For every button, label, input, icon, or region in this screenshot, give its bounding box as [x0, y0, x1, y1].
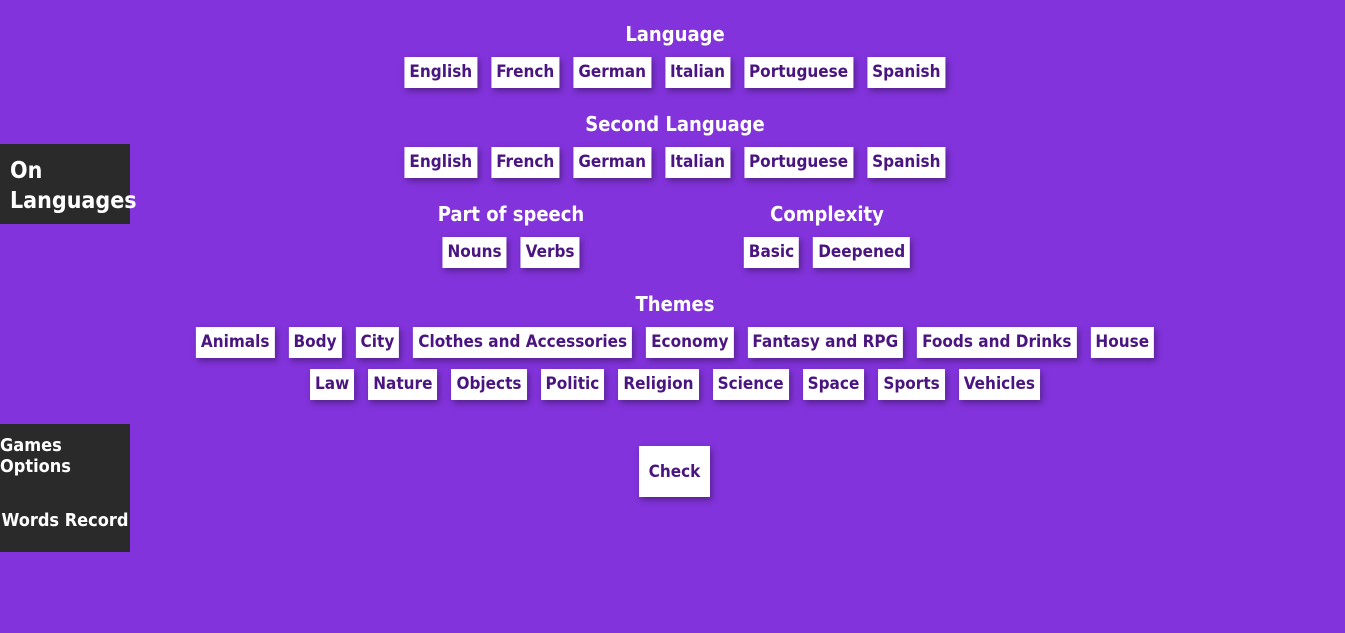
themes-row-1: Animals Body City Clothes and Accessorie…: [195, 327, 1155, 358]
theme-option-city[interactable]: City: [355, 327, 400, 358]
check-button[interactable]: Check: [639, 446, 710, 497]
theme-option-clothes[interactable]: Clothes and Accessories: [413, 327, 633, 358]
language-option-french[interactable]: French: [491, 57, 560, 88]
theme-option-politic[interactable]: Politic: [540, 369, 605, 400]
theme-option-economy[interactable]: Economy: [646, 327, 734, 358]
language-option-english[interactable]: English: [404, 57, 478, 88]
theme-option-law[interactable]: Law: [310, 369, 355, 400]
theme-option-sports[interactable]: Sports: [878, 369, 945, 400]
pos-option-verbs[interactable]: Verbs: [520, 237, 580, 268]
part-of-speech-title: Part of speech: [437, 202, 585, 226]
complexity-option-deepened[interactable]: Deepened: [813, 237, 911, 268]
second-language-option-english[interactable]: English: [404, 147, 478, 178]
second-language-option-portuguese[interactable]: Portuguese: [743, 147, 854, 178]
brand-logo: On Languages: [0, 144, 137, 224]
complexity-options: Basic Deepened: [743, 237, 911, 268]
second-language-option-french[interactable]: French: [491, 147, 560, 178]
themes-row-2: Law Nature Objects Politic Religion Scie…: [310, 369, 1040, 400]
language-option-italian[interactable]: Italian: [664, 57, 730, 88]
second-language-option-italian[interactable]: Italian: [664, 147, 730, 178]
theme-option-objects[interactable]: Objects: [451, 369, 527, 400]
theme-option-science[interactable]: Science: [712, 369, 789, 400]
brand-line-2: Languages: [10, 188, 137, 214]
theme-option-fantasy[interactable]: Fantasy and RPG: [747, 327, 904, 358]
theme-option-foods[interactable]: Foods and Drinks: [917, 327, 1077, 358]
part-of-speech-options: Nouns Verbs: [442, 237, 580, 268]
second-language-title: Second Language: [585, 112, 765, 136]
second-language-option-german[interactable]: German: [573, 147, 651, 178]
theme-option-space[interactable]: Space: [802, 369, 865, 400]
language-title: Language: [625, 22, 725, 46]
nav-words-record[interactable]: Words Record: [1, 509, 129, 531]
language-options: English French German Italian Portuguese…: [404, 57, 946, 88]
language-option-portuguese[interactable]: Portuguese: [743, 57, 854, 88]
complexity-title: Complexity: [770, 202, 884, 226]
theme-option-religion[interactable]: Religion: [618, 369, 699, 400]
theme-option-body[interactable]: Body: [288, 327, 342, 358]
pos-option-nouns[interactable]: Nouns: [442, 237, 507, 268]
theme-option-nature[interactable]: Nature: [368, 369, 438, 400]
second-language-option-spanish[interactable]: Spanish: [867, 147, 946, 178]
themes-title: Themes: [635, 292, 715, 316]
complexity-option-basic[interactable]: Basic: [743, 237, 800, 268]
theme-option-house[interactable]: House: [1090, 327, 1155, 358]
sidebar-nav: Games Options Words Record: [0, 424, 130, 552]
theme-option-animals[interactable]: Animals: [195, 327, 275, 358]
theme-option-vehicles[interactable]: Vehicles: [958, 369, 1040, 400]
second-language-options: English French German Italian Portuguese…: [404, 147, 946, 178]
language-option-german[interactable]: German: [573, 57, 651, 88]
language-option-spanish[interactable]: Spanish: [867, 57, 946, 88]
nav-games-options[interactable]: Games Options: [0, 435, 71, 477]
brand-line-1: On: [10, 158, 43, 184]
